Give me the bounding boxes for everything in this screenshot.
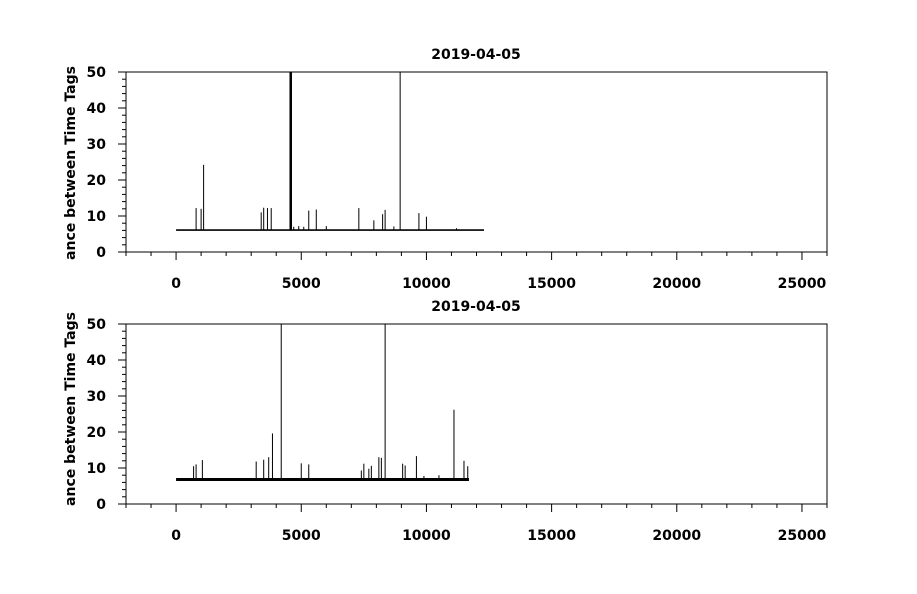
- x-tick-label: 25000: [778, 276, 827, 292]
- x-tick-label: 25000: [778, 528, 827, 544]
- x-tick-label: 15000: [527, 528, 576, 544]
- chart-title: 2019-04-05: [431, 299, 521, 315]
- x-tick-label: 20000: [652, 276, 701, 292]
- x-tick-label: 5000: [282, 276, 321, 292]
- x-tick-label: 5000: [282, 528, 321, 544]
- x-ticks: 0 5000 10000 15000 20000 25000: [125, 252, 828, 292]
- x-tick-label: 15000: [527, 276, 576, 292]
- x-tick-label: 10000: [402, 528, 451, 544]
- data-series: [176, 324, 469, 482]
- x-tick-label: 0: [171, 528, 181, 544]
- y-tick-label: 10: [87, 209, 107, 225]
- y-tick-label: 0: [96, 245, 106, 261]
- y-tick-label: 20: [87, 425, 107, 441]
- y-tick-label: 20: [87, 173, 107, 189]
- y-axis-label: ance between Time Tags: [63, 66, 79, 260]
- x-tick-label: 10000: [402, 276, 451, 292]
- x-ticks: 0 5000 10000 15000 20000 25000: [125, 504, 828, 544]
- x-tick-label: 0: [171, 276, 181, 292]
- y-tick-label: 0: [96, 497, 106, 513]
- y-tick-label: 30: [87, 389, 107, 405]
- y-ticks: 0 10 20 30 40 50: [87, 65, 126, 261]
- y-ticks: 0 10 20 30 40 50: [87, 317, 126, 513]
- y-axis-label: ance between Time Tags: [63, 312, 79, 506]
- chart-title: 2019-04-05: [431, 47, 521, 63]
- y-tick-label: 30: [87, 137, 107, 153]
- chart-panel-top: 2019-04-05 ance between Time Tags 0 5000 1…: [63, 47, 828, 292]
- data-series: [176, 72, 485, 231]
- y-tick-label: 40: [87, 353, 107, 369]
- y-tick-label: 10: [87, 461, 107, 477]
- plot-frame: [125, 323, 828, 505]
- y-tick-label: 40: [87, 101, 107, 117]
- y-tick-label: 50: [87, 317, 107, 333]
- plot-frame: [125, 71, 828, 253]
- y-tick-label: 50: [87, 65, 107, 81]
- chart-panel-bottom: 2019-04-05 ance between Time Tags 0 5000 1…: [63, 299, 828, 544]
- x-tick-label: 20000: [652, 528, 701, 544]
